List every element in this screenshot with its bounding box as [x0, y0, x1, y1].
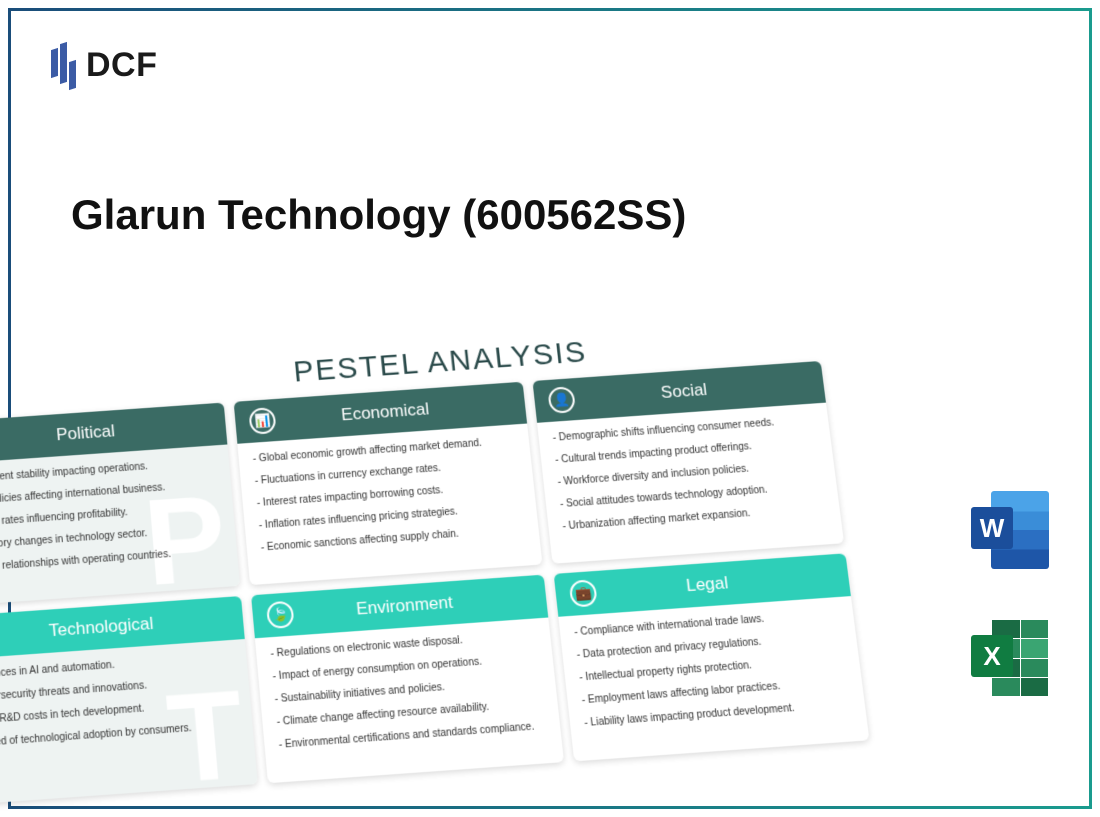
- word-icon: W: [971, 491, 1049, 569]
- list-item: Political relationships with operating c…: [0, 544, 223, 576]
- card-social: 👤 Social S Demographic shifts influencin…: [532, 361, 844, 564]
- chart-icon: 📊: [248, 407, 276, 435]
- card-title: Technological: [3, 610, 199, 644]
- word-badge: W: [971, 507, 1013, 549]
- card-environment: 🍃 Environment E Regulations on electroni…: [251, 575, 564, 784]
- card-economical: 📊 Economical E Global economic growth af…: [234, 382, 543, 585]
- card-list: Regulations on electronic waste disposal…: [270, 629, 546, 752]
- card-list: Government stability impacting operation…: [0, 455, 223, 575]
- card-title: Economical: [288, 396, 482, 429]
- card-list: Advances in AI and automation. Cybersecu…: [0, 650, 239, 751]
- card-list: Global economic growth affecting market …: [252, 434, 525, 554]
- person-icon: 👤: [547, 386, 576, 414]
- excel-icon: X: [971, 619, 1049, 697]
- card-technological: ⚙ Technological T Advances in AI and aut…: [0, 596, 258, 805]
- card-list: Demographic shifts influencing consumer …: [552, 414, 826, 534]
- content-frame: DCF Glarun Technology (600562SS) PESTEL …: [8, 8, 1092, 809]
- card-title: Legal: [609, 568, 805, 602]
- card-title: Social: [587, 375, 780, 408]
- leaf-icon: 🍃: [266, 601, 295, 629]
- page-title: Glarun Technology (600562SS): [71, 191, 686, 239]
- logo-bars-icon: [51, 41, 76, 89]
- logo: DCF: [51, 41, 157, 89]
- card-political: 🏛 Political P Government stability impac…: [0, 403, 240, 607]
- file-format-icons: W X: [971, 491, 1049, 697]
- card-legal: 💼 Legal L Compliance with international …: [554, 553, 870, 761]
- logo-text: DCF: [86, 46, 157, 85]
- card-list: Compliance with international trade laws…: [574, 607, 852, 730]
- card-title: Political: [0, 417, 182, 450]
- card-title: Environment: [307, 589, 503, 623]
- pestel-grid: 🏛 Political P Government stability impac…: [0, 360, 880, 805]
- pestel-diagram: PESTEL ANALYSIS 🏛 Political P Government…: [0, 319, 880, 805]
- excel-badge: X: [971, 635, 1013, 677]
- briefcase-icon: 💼: [569, 579, 598, 607]
